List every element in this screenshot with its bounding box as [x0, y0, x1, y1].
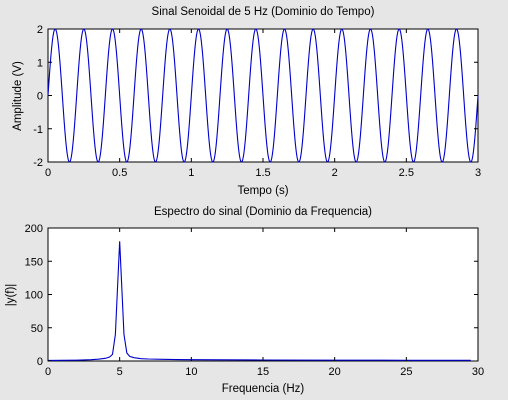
- time-ticks-group: 0 0.5 1 1.5 2 2.5 3 -2 -1 0 1 2: [33, 24, 481, 179]
- frequency-y-tick-label: 150: [25, 256, 43, 268]
- frequency-ticks-group: 0 5 10 15 20 25 30 0 50 100 150 200: [25, 223, 484, 378]
- frequency-x-tick-label: 15: [257, 366, 269, 378]
- frequency-domain-chart: Espectro do sinal (Dominio da Frequencia…: [5, 206, 484, 395]
- frequency-x-tick-label: 5: [117, 366, 123, 378]
- time-x-tick-label: 1: [188, 167, 194, 179]
- time-y-tick-label: 2: [37, 24, 43, 36]
- time-y-tick-label: 1: [37, 57, 43, 69]
- frequency-y-axis-label: |y(f)|: [5, 284, 17, 307]
- time-series-line: [47, 28, 479, 163]
- frequency-x-tick-label: 30: [472, 366, 484, 378]
- time-x-tick-label: 2.5: [399, 167, 414, 179]
- time-domain-chart: Sinal Senoidal de 5 Hz (Dominio do Tempo…: [12, 6, 481, 197]
- frequency-x-tick-label: 25: [400, 366, 412, 378]
- frequency-plot-area: [47, 227, 479, 362]
- time-y-tick-label: -1: [33, 124, 43, 136]
- time-x-tick-label: 1.5: [255, 167, 270, 179]
- time-y-tick-label: 0: [37, 91, 43, 103]
- frequency-y-tick-label: 0: [37, 356, 43, 368]
- frequency-chart-title: Espectro do sinal (Dominio da Frequencia…: [154, 206, 372, 218]
- time-series-group: [47, 28, 479, 163]
- frequency-y-tick-label: 100: [25, 290, 43, 302]
- frequency-y-tick-label: 200: [25, 223, 43, 235]
- time-x-tick-label: 2: [332, 167, 338, 179]
- time-y-tick-label: -2: [33, 157, 43, 169]
- frequency-x-tick-label: 10: [185, 366, 197, 378]
- time-chart-title: Sinal Senoidal de 5 Hz (Dominio do Tempo…: [152, 6, 375, 18]
- time-y-axis-label: Amplitude (V): [12, 61, 24, 131]
- time-x-tick-label: 0.5: [112, 167, 127, 179]
- time-x-tick-label: 3: [475, 167, 481, 179]
- frequency-x-tick-label: 0: [45, 366, 51, 378]
- frequency-y-tick-label: 50: [31, 323, 43, 335]
- frequency-x-tick-label: 20: [329, 366, 341, 378]
- time-x-tick-label: 0: [45, 167, 51, 179]
- time-x-axis-label: Tempo (s): [237, 185, 288, 197]
- frequency-x-axis-label: Frequencia (Hz): [222, 383, 305, 395]
